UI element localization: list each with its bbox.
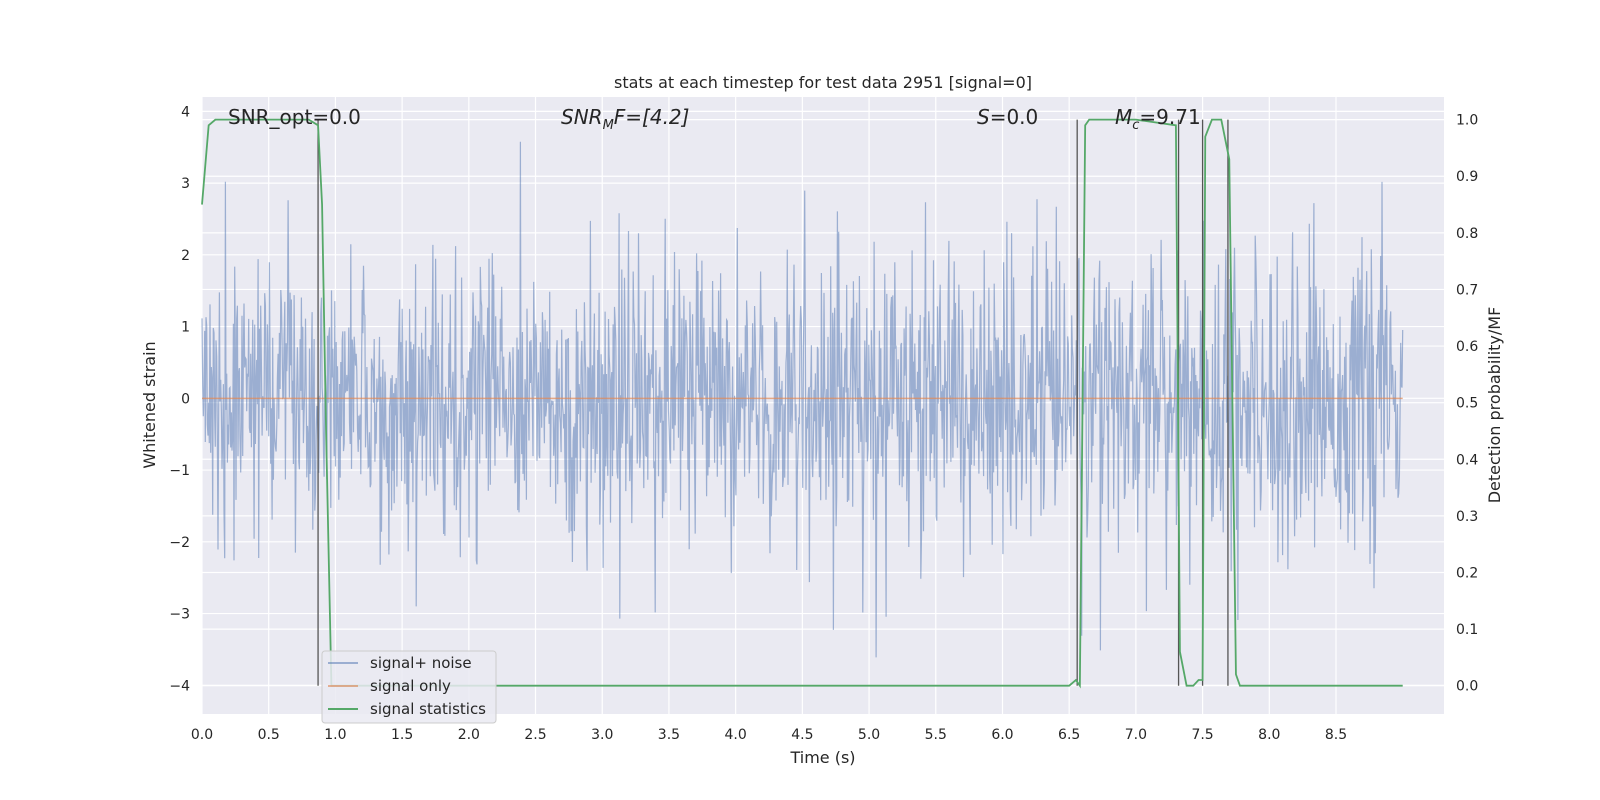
x-tick-label: 4.0 bbox=[725, 727, 747, 743]
y-tick-label: 4 bbox=[181, 104, 190, 120]
x-tick-label: 6.0 bbox=[991, 727, 1013, 743]
y-right-tick-label: 0.5 bbox=[1456, 396, 1478, 412]
annotation-mc-rest: =9.71 bbox=[1139, 105, 1200, 129]
annotation-s-rest: =0.0 bbox=[990, 105, 1039, 129]
annotation-snr-mf-sub: M bbox=[603, 118, 614, 133]
y-right-tick-label: 0.9 bbox=[1456, 169, 1478, 185]
annotation-mc: Mc=9.71 bbox=[1115, 105, 1201, 133]
y-right-tick-labels: 0.0 0.1 0.2 0.3 0.4 0.5 0.6 0.7 0.8 0.9 1.0 bbox=[1456, 113, 1478, 695]
annotation-snr-mf-rest: F=[4.2] bbox=[614, 105, 690, 129]
legend-box bbox=[321, 650, 497, 724]
x-tick-label: 2.5 bbox=[524, 727, 546, 743]
y-right-axis-label: Detection probability/MF bbox=[1485, 307, 1504, 504]
legend-label-noise: signal+ noise bbox=[370, 654, 472, 672]
annotation-s: S=0.0 bbox=[977, 105, 1038, 129]
x-tick-label: 5.0 bbox=[858, 727, 880, 743]
x-tick-label: 8.0 bbox=[1258, 727, 1280, 743]
x-tick-label: 0.5 bbox=[258, 727, 280, 743]
x-tick-label: 6.5 bbox=[1058, 727, 1080, 743]
y-right-tick-label: 0.1 bbox=[1456, 622, 1478, 638]
y-tick-label: −3 bbox=[169, 607, 190, 623]
x-tick-label: 5.5 bbox=[925, 727, 947, 743]
x-tick-label: 8.5 bbox=[1325, 727, 1347, 743]
y-tick-label: 2 bbox=[181, 248, 190, 264]
annotation-mc-sub: c bbox=[1132, 118, 1139, 133]
x-tick-label: 0.0 bbox=[191, 727, 213, 743]
x-tick-label: 1.0 bbox=[324, 727, 346, 743]
y-axis-label: Whitened strain bbox=[140, 341, 159, 468]
x-axis-label: Time (s) bbox=[789, 748, 855, 767]
x-tick-label: 4.5 bbox=[791, 727, 813, 743]
y-right-tick-label: 1.0 bbox=[1456, 113, 1478, 129]
annotation-snr-mf-base: SNR bbox=[561, 105, 603, 129]
y-tick-label: 1 bbox=[181, 320, 190, 336]
x-tick-labels: 0.0 0.5 1.0 1.5 2.0 2.5 3.0 3.5 4.0 4.5 5.0 5.5 6.0 6… bbox=[191, 727, 1347, 743]
x-tick-label: 7.0 bbox=[1125, 727, 1147, 743]
series-signal-statistics bbox=[201, 118, 1403, 689]
y-tick-label: −2 bbox=[169, 535, 190, 551]
x-tick-label: 1.5 bbox=[391, 727, 413, 743]
signal-statistics-line bbox=[201, 118, 1403, 689]
x-tick-label: 3.0 bbox=[591, 727, 613, 743]
y-tick-label: 3 bbox=[181, 176, 190, 192]
legend: signal+ noise signal only signal statist… bbox=[321, 650, 497, 724]
y-tick-labels: −4 −3 −2 −1 0 1 2 3 4 bbox=[169, 104, 190, 694]
annotation-mc-base: M bbox=[1115, 105, 1132, 129]
y-right-tick-label: 0.4 bbox=[1456, 452, 1478, 468]
legend-label-stats: signal statistics bbox=[370, 700, 486, 718]
annotation-snr-mf: SNRMF=[4.2] bbox=[561, 105, 689, 133]
y-right-tick-label: 0.3 bbox=[1456, 509, 1478, 525]
legend-label-signal: signal only bbox=[370, 677, 451, 695]
y-right-tick-label: 0.6 bbox=[1456, 339, 1478, 355]
x-tick-label: 3.5 bbox=[658, 727, 680, 743]
y-right-tick-label: 0.0 bbox=[1456, 679, 1478, 695]
x-tick-label: 7.5 bbox=[1191, 727, 1213, 743]
y-tick-label: −4 bbox=[169, 678, 190, 694]
x-tick-label: 2.0 bbox=[458, 727, 480, 743]
y-tick-label: −1 bbox=[169, 463, 190, 479]
y-right-tick-label: 0.2 bbox=[1456, 565, 1478, 581]
chart-title: stats at each timestep for test data 295… bbox=[614, 73, 1032, 92]
y-tick-label: 0 bbox=[181, 391, 190, 407]
y-right-tick-label: 0.7 bbox=[1456, 282, 1478, 298]
annotation-snr-opt: SNR_opt=0.0 bbox=[228, 105, 361, 129]
annotation-s-italic: S bbox=[977, 105, 990, 129]
y-right-tick-label: 0.8 bbox=[1456, 226, 1478, 242]
